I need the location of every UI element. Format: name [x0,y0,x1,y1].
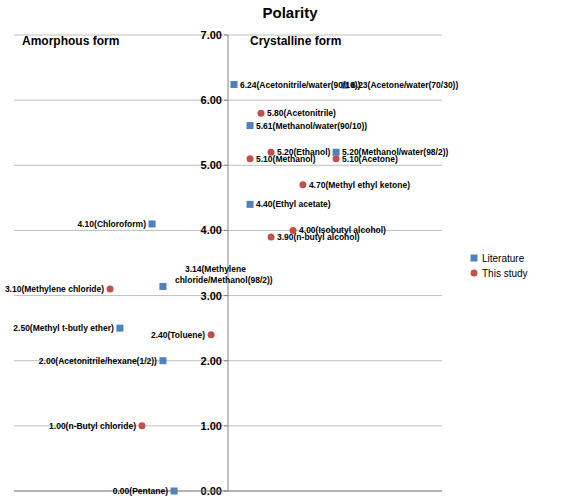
data-label: 3.90(n-butyl alcohol) [277,232,360,242]
data-label: 0.00(Pentane) [113,486,168,496]
title: Polarity [262,4,318,21]
data-label: 1.00(n-Butyl chloride) [49,421,136,431]
tick-mark [224,100,228,101]
data-label: 4.70(Methyl ethyl ketone) [309,180,410,190]
data-labels: 6.24(Acetonitrile/water(90/10))6.23(Acet… [5,80,459,496]
point [247,122,254,129]
point [107,286,114,293]
legend-label: This study [482,268,528,279]
data-label: 4.10(Chloroform) [78,219,147,229]
tick-mark [224,425,228,426]
point [257,110,264,117]
tick-label: 1.00 [201,420,222,432]
tick-mark [224,360,228,361]
x-axis [14,491,442,492]
data-label: 5.10(Methanol) [256,154,316,164]
tick-label: 7.00 [201,29,222,41]
data-label: 2.50(Methyl t-butly ether) [13,323,114,333]
point [230,81,237,88]
data-label: 5.80(Acetonitrile) [267,108,336,118]
y-axis [228,35,229,491]
data-label-line: 3.14(Methylene [185,264,246,274]
point [159,283,166,290]
legend-marker [471,255,478,262]
data-label-line: chloride/Methanol(98/2)) [175,275,273,285]
region-label: Amorphous form [22,34,119,48]
point [208,331,215,338]
tick-mark [224,230,228,231]
data-label: 4.40(Ethyl acetate) [256,199,331,209]
tick-label: 6.00 [201,94,222,106]
tick-label: 2.00 [201,355,222,367]
grid-line [14,491,442,492]
tick-mark [224,165,228,166]
point [171,488,178,495]
data-label: 5.61(Methanol/water(90/10)) [256,121,367,131]
point [247,201,254,208]
data-label: 5.10(Acetone) [342,154,398,164]
data-label: 3.10(Methylene chloride) [5,284,104,294]
marks [107,81,349,494]
point [268,233,275,240]
point [247,155,254,162]
tick-mark [224,295,228,296]
point [138,422,145,429]
point [299,181,306,188]
data-label: 3.14(Methylenechloride/Methanol(98/2)) [175,264,273,285]
point [333,155,340,162]
chart: Polarity Amorphous form Crystalline form 0.… [0,0,563,501]
tick-label: 3.00 [201,290,222,302]
tick-mark [224,35,228,36]
point [159,357,166,364]
tick-label: 5.00 [201,159,222,171]
legend-marker [471,270,478,277]
point [149,220,156,227]
legend-label: Literature [482,253,525,264]
point [116,325,123,332]
data-label: 2.40(Toluene) [151,330,205,340]
point [333,149,340,156]
data-label: 6.24(Acetonitrile/water(90/10)) [240,80,361,90]
tick-label: 4.00 [201,224,222,236]
data-label: 6.23(Acetone/water(70/30)) [351,80,458,90]
region-label: Crystalline form [250,34,341,48]
data-label: 2.00(Acetonitrile/hexane(1/2)) [39,356,157,366]
